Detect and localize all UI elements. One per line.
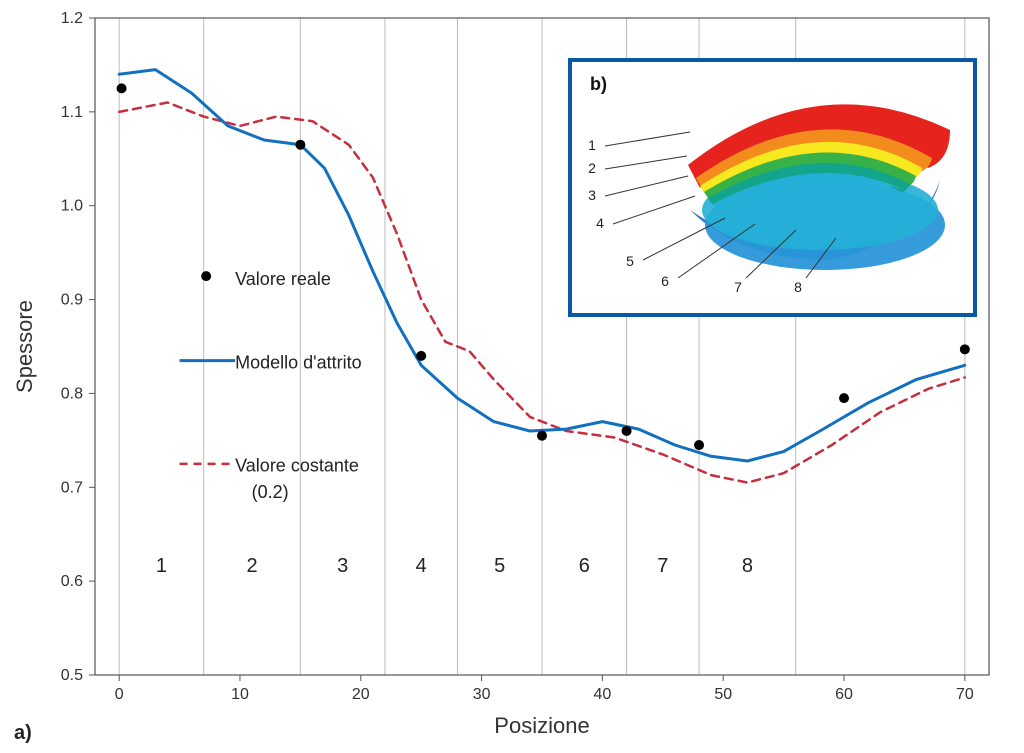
chart-container: 0.5 0.6 0.7 0.8 0.9 1.0 1.1 1.2 0 10 20 30 40 50 60 70 P… [0,0,1024,753]
region-label: 2 [246,555,257,577]
scatter-point [416,351,426,361]
svg-text:70: 70 [956,686,974,703]
svg-text:1.1: 1.1 [61,104,83,121]
region-label: 6 [579,555,590,577]
scatter-point [622,426,632,436]
inset-leader-number: 7 [734,279,742,295]
region-label: 1 [156,555,167,577]
inset-leader-number: 3 [588,187,596,203]
region-label: 3 [337,555,348,577]
inset-leader-number: 6 [661,273,669,289]
svg-text:0.9: 0.9 [61,292,83,309]
y-axis-label: Spessore [12,300,37,393]
svg-text:10: 10 [231,686,249,703]
inset-panel: b) 1 2 34 5 6 7 8 [570,60,975,315]
inset-leader-number: 1 [588,137,596,153]
scatter-point [117,83,127,93]
scatter-point [537,431,547,441]
x-axis-label: Posizione [494,713,589,738]
inset-leader-number: 2 [588,160,596,176]
legend-label: Valore reale [235,269,331,289]
svg-text:40: 40 [594,686,612,703]
legend-label: Modello d'attrito [235,352,362,372]
svg-text:30: 30 [473,686,491,703]
scatter-point [295,140,305,150]
region-label: 8 [742,555,753,577]
subplot-a-label: a) [14,722,32,744]
legend-marker-dot [201,271,211,281]
svg-text:0.5: 0.5 [61,667,83,684]
legend-label: Valore costante [235,456,359,476]
region-label: 5 [494,555,505,577]
inset-b-label: b) [590,74,607,94]
svg-text:0.7: 0.7 [61,479,83,496]
region-label: 7 [657,555,668,577]
inset-leader-number: 5 [626,253,634,269]
inset-leader-number: 4 [596,215,604,231]
svg-text:50: 50 [714,686,732,703]
legend-label-sub: (0.2) [252,482,289,502]
chart-svg: 0.5 0.6 0.7 0.8 0.9 1.0 1.1 1.2 0 10 20 30 40 50 60 70 P… [0,0,1024,753]
svg-text:0.8: 0.8 [61,385,83,402]
svg-text:60: 60 [835,686,853,703]
scatter-point [960,344,970,354]
svg-text:1.0: 1.0 [61,198,83,215]
svg-text:0.6: 0.6 [61,573,83,590]
svg-text:1.2: 1.2 [61,10,83,27]
svg-text:0: 0 [115,686,124,703]
scatter-point [694,440,704,450]
region-label: 4 [416,555,427,577]
scatter-point [839,393,849,403]
svg-text:20: 20 [352,686,370,703]
inset-leader-number: 8 [794,279,802,295]
